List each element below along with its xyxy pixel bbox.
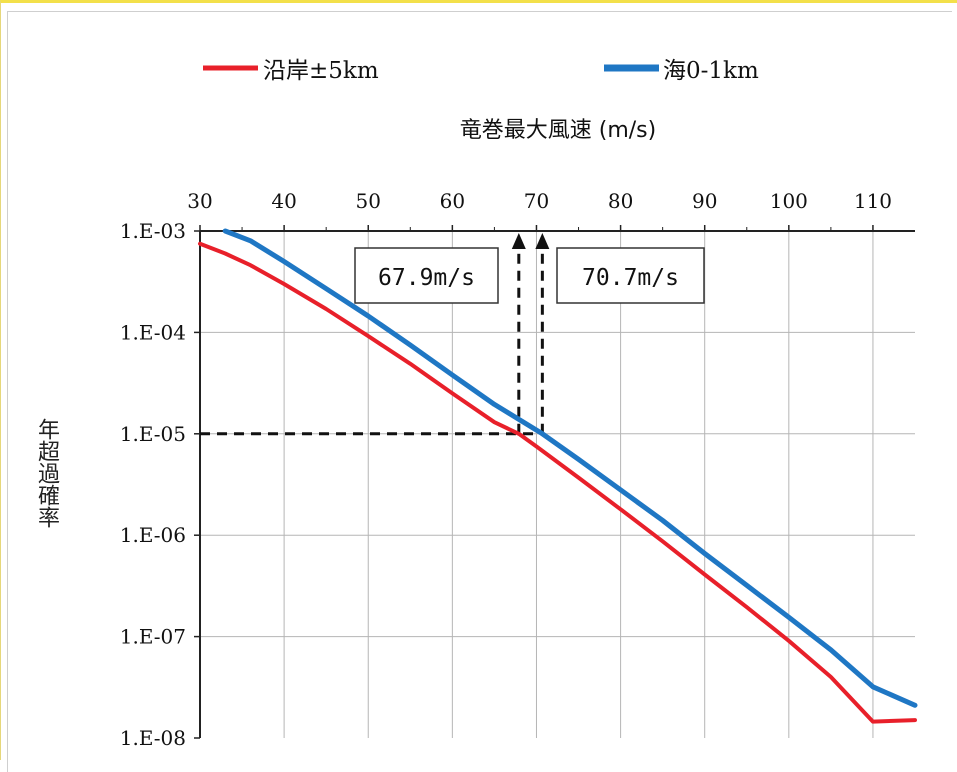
- y-tick-label: 1.E-04: [120, 320, 186, 344]
- x-tick-label: 50: [356, 189, 381, 213]
- y-tick-label: 1.E-07: [120, 625, 186, 649]
- legend: 沿岸±5km 海0-1km: [203, 58, 759, 84]
- grid: [200, 231, 915, 738]
- legend-label-coastal: 沿岸±5km: [263, 58, 379, 84]
- reference-lines: [200, 233, 550, 436]
- series-line-sea: [222, 228, 918, 708]
- x-tick-label: 90: [692, 189, 717, 213]
- x-tick-label: 80: [608, 189, 633, 213]
- y-tick-label: 1.E-08: [120, 726, 186, 750]
- y-axis-label: 年超過確率: [34, 418, 59, 528]
- annotations: 67.9m/s 70.7m/s: [354, 247, 705, 304]
- annotation-sea-label: 70.7m/s: [582, 265, 679, 291]
- y-tick-label: 1.E-06: [120, 523, 186, 547]
- ticks: 30 40 50 60 70 80 90 100 110 1.E-03 1.E-04 1.E-05 1.…: [120, 189, 892, 750]
- x-tick-label: 40: [271, 189, 296, 213]
- series-line-coastal: [198, 241, 917, 724]
- x-tick-label: 110: [854, 189, 892, 213]
- annotation-coastal-label: 67.9m/s: [378, 265, 475, 291]
- annotation-sea-box: [556, 247, 705, 304]
- x-tick-label: 70: [524, 189, 549, 213]
- legend-label-sea: 海0-1km: [663, 58, 759, 84]
- series-lines: [198, 228, 918, 724]
- y-tick-label: 1.E-05: [120, 422, 186, 446]
- arrowhead: [511, 233, 526, 249]
- chart-panel: [7, 11, 952, 772]
- axes: [194, 225, 915, 739]
- y-tick-label: 1.E-03: [120, 219, 186, 243]
- arrowhead: [535, 233, 550, 249]
- annotation-coastal-box: [354, 247, 499, 304]
- x-tick-label: 60: [440, 189, 465, 213]
- chart-title: 竜巻最大風速 (m/s): [460, 118, 656, 143]
- x-tick-label: 30: [187, 189, 212, 213]
- x-tick-label: 100: [770, 189, 808, 213]
